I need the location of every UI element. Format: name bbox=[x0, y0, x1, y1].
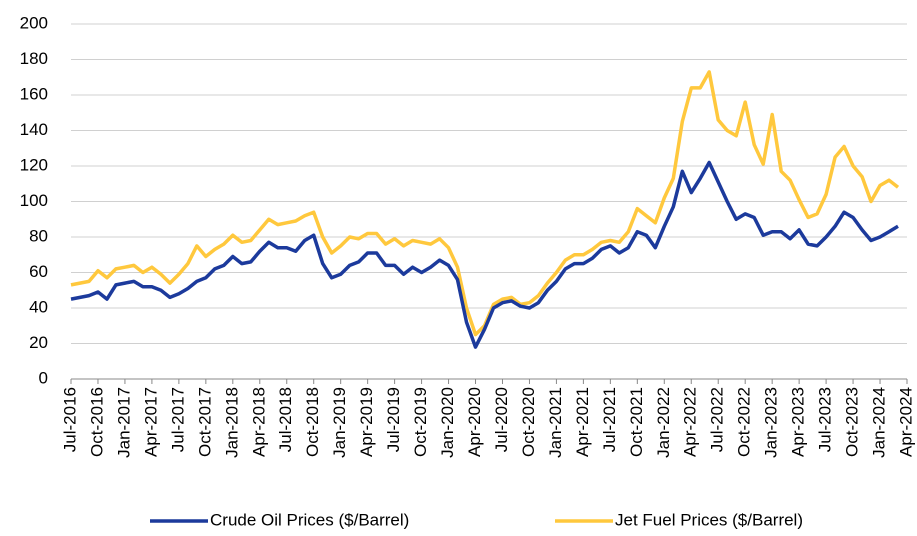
x-tick-label: Jan-2021 bbox=[546, 387, 565, 458]
y-tick-label: 200 bbox=[20, 13, 48, 32]
x-tick-label: Jul-2018 bbox=[276, 387, 295, 452]
x-tick-label: Jan-2017 bbox=[114, 387, 133, 458]
x-tick-label: Jul-2021 bbox=[600, 387, 619, 452]
x-tick-label: Jul-2022 bbox=[708, 387, 727, 452]
y-tick-label: 180 bbox=[20, 49, 48, 68]
x-tick-label: Oct-2020 bbox=[519, 387, 538, 457]
x-tick-label: Jul-2017 bbox=[168, 387, 187, 452]
x-tick-label: Jan-2024 bbox=[870, 387, 889, 458]
x-tick-label: Oct-2016 bbox=[87, 387, 106, 457]
x-tick-label: Jan-2023 bbox=[762, 387, 781, 458]
x-tick-label: Jul-2020 bbox=[492, 387, 511, 452]
y-tick-label: 100 bbox=[20, 191, 48, 210]
x-tick-label: Jan-2018 bbox=[222, 387, 241, 458]
y-tick-label: 0 bbox=[39, 368, 48, 387]
x-tick-label: Oct-2023 bbox=[843, 387, 862, 457]
x-tick-label: Jul-2016 bbox=[60, 387, 79, 452]
y-tick-label: 120 bbox=[20, 155, 48, 174]
x-tick-label: Oct-2019 bbox=[411, 387, 430, 457]
x-tick-label: Apr-2023 bbox=[789, 387, 808, 457]
y-tick-label: 80 bbox=[29, 226, 48, 245]
x-tick-label: Jan-2019 bbox=[330, 387, 349, 458]
x-tick-label: Apr-2019 bbox=[357, 387, 376, 457]
x-tick-label: Jul-2019 bbox=[384, 387, 403, 452]
y-tick-label: 40 bbox=[29, 297, 48, 316]
y-tick-label: 160 bbox=[20, 84, 48, 103]
x-tick-label: Apr-2017 bbox=[141, 387, 160, 457]
x-tick-label: Jan-2022 bbox=[654, 387, 673, 458]
x-tick-label: Apr-2020 bbox=[465, 387, 484, 457]
y-tick-label: 20 bbox=[29, 333, 48, 352]
series-line bbox=[70, 160, 899, 349]
x-tick-label: Oct-2022 bbox=[735, 387, 754, 457]
series-line bbox=[70, 70, 900, 337]
x-tick-label: Apr-2022 bbox=[681, 387, 700, 457]
x-tick-label: Apr-2024 bbox=[896, 387, 915, 457]
x-tick-label: Oct-2018 bbox=[303, 387, 322, 457]
legend-label: Crude Oil Prices ($/Barrel) bbox=[210, 510, 409, 529]
x-tick-label: Apr-2018 bbox=[249, 387, 268, 457]
x-tick-label: Oct-2017 bbox=[195, 387, 214, 457]
x-tick-label: Jan-2020 bbox=[438, 387, 457, 458]
y-tick-label: 140 bbox=[20, 120, 48, 139]
x-tick-label: Oct-2021 bbox=[627, 387, 646, 457]
x-tick-label: Jul-2023 bbox=[816, 387, 835, 452]
legend-label: Jet Fuel Prices ($/Barrel) bbox=[615, 510, 803, 529]
x-tick-label: Apr-2021 bbox=[573, 387, 592, 457]
y-tick-label: 60 bbox=[29, 262, 48, 281]
